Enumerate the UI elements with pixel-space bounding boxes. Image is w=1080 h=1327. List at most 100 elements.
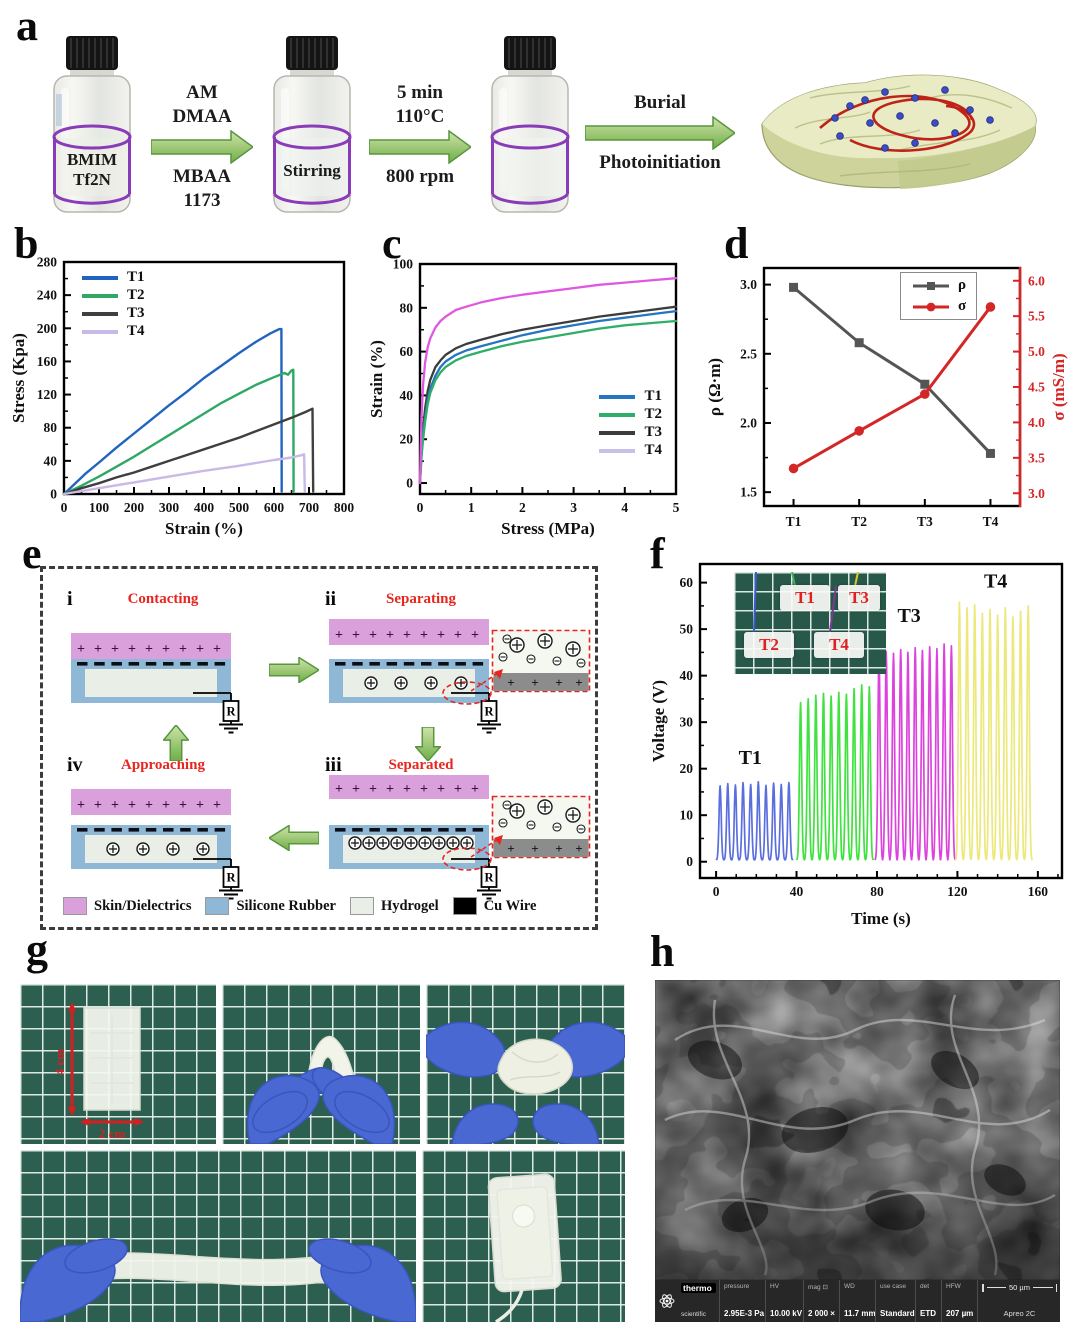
legend-label: T2 <box>127 287 145 303</box>
legend-label: T4 <box>644 442 662 458</box>
y-tick-label: 20 <box>680 761 694 776</box>
meta-value: 2 000 × <box>808 1309 835 1318</box>
cycle-arrow-left-icon <box>269 825 319 851</box>
thermo-logo-icon <box>655 1280 677 1322</box>
y-tick-label: 120 <box>37 387 58 402</box>
minus-charge <box>335 828 346 832</box>
legend-item: σ <box>911 299 966 314</box>
legend-item: T2 <box>597 407 662 422</box>
meta-key: mag ⊡ <box>808 1284 828 1291</box>
electrode-plus: + <box>575 841 582 856</box>
legend-item: T1 <box>597 389 662 404</box>
electrode-plus: + <box>507 675 514 690</box>
electrode-plus: + <box>555 675 562 690</box>
plot-frame <box>762 266 1022 508</box>
electrode-strip <box>493 673 589 691</box>
vial-photo-stirring: Stirring <box>272 36 352 213</box>
zoom-arrow-icon <box>470 838 499 858</box>
meta-value: ETD <box>920 1309 936 1318</box>
meta-value: 207 µm <box>946 1309 974 1318</box>
meta-HFW: HFW 207 µm <box>941 1280 977 1322</box>
right-tick-label: 3.5 <box>1028 450 1045 465</box>
plus-charge: + <box>335 628 343 643</box>
legend-label: T3 <box>644 424 662 440</box>
minus-charge <box>163 828 174 832</box>
minus-charge <box>163 662 174 666</box>
state-numeral: ii <box>325 588 337 610</box>
minus-charge <box>403 662 415 666</box>
y-tick-label: 40 <box>680 668 694 683</box>
teng-diagram-iii: + + + + + + + + + R <box>329 775 501 900</box>
chart-b-legend: T1 T2 T3 T4 <box>80 270 145 339</box>
sigma-marker <box>788 463 799 474</box>
series-T3 <box>62 407 315 496</box>
sigma-marker <box>920 389 930 399</box>
meta-pressure: pressure 2.95E-3 Pa <box>719 1280 765 1322</box>
pulse-train-T4 <box>954 601 1033 861</box>
sample-chip-T4: T4 <box>814 632 864 658</box>
zoom-arrow-icon <box>494 835 503 845</box>
instrument-name: Apreo 2C <box>1003 1309 1036 1318</box>
scale-cap <box>1055 1283 1057 1292</box>
x-tick-label: 5 <box>673 500 680 515</box>
y-tick-label: 80 <box>44 420 58 435</box>
right-tick-label: 5.5 <box>1028 309 1045 324</box>
legend-label: Cu Wire <box>483 897 537 914</box>
x-tick-label: 100 <box>89 500 110 515</box>
twisted-hydrogel <box>497 1038 574 1095</box>
legend-swatch <box>913 281 949 290</box>
minus-charge <box>472 828 484 832</box>
teng-head: i Contacting <box>63 589 263 609</box>
y-tick-label: 60 <box>400 344 414 359</box>
atom-icon <box>662 1293 672 1308</box>
meta-value: Standard <box>880 1309 915 1318</box>
glove <box>246 1067 396 1144</box>
meta-value: 2.95E-3 Pa <box>724 1309 765 1318</box>
chart-b: 0 100 200 300 400 500 600 700 800 0 40 80 120 160 200 2… <box>9 255 354 539</box>
minus-charge <box>386 828 398 832</box>
y-tick-label: 1.5 <box>740 485 757 500</box>
y-axis-label: Stress (Kpa) <box>9 333 28 423</box>
step1-reagent: AM <box>186 82 218 103</box>
legend-swatch <box>82 329 118 334</box>
dim-label-horizontal: 2 cm <box>99 1126 126 1141</box>
minus-charge <box>438 828 449 832</box>
dim-label-vertical: 4 cm <box>52 1049 67 1076</box>
arrow-right-icon <box>585 115 735 150</box>
minus-charge <box>421 828 432 832</box>
plus-charge: + <box>369 782 377 797</box>
legend-label: Hydrogel <box>380 897 439 914</box>
x-tick-label: 500 <box>229 500 250 515</box>
electrode-plus: + <box>531 675 538 690</box>
skin-layer <box>71 633 231 659</box>
plus-charge: + <box>471 782 479 797</box>
skin-layer <box>329 619 489 645</box>
reaction-step-2: 5 min 110°C 800 rpm <box>368 82 472 188</box>
right-tick-label: 3.0 <box>1028 486 1045 501</box>
vial2-label: Stirring <box>283 161 341 180</box>
minus-charge <box>214 662 226 666</box>
minus-charge <box>77 828 88 832</box>
meta-key: HFW <box>946 1283 961 1290</box>
y-tick-label: 3.0 <box>740 277 757 292</box>
hydrogel-render <box>761 74 1037 189</box>
vial-photo-bmim: BMIM Tf2N <box>52 36 132 213</box>
chart-b-container: 0 100 200 300 400 500 600 700 800 0 40 80 120 160 200 2… <box>8 252 356 544</box>
cycle-arrow-up-icon <box>163 725 189 761</box>
zoom-arrow-icon <box>470 835 503 858</box>
minus-charge <box>128 828 140 832</box>
x-tick-label: 3 <box>570 500 577 515</box>
legend-label: T4 <box>127 323 145 339</box>
teng-head: iii Separated <box>321 755 521 775</box>
sample-chip-T3: T3 <box>838 585 880 611</box>
resistor-label: R <box>484 705 494 719</box>
plus-charge: + <box>454 782 462 797</box>
cycle-arrow-right-icon <box>269 657 319 683</box>
legend-item: T1 <box>80 270 145 285</box>
vial-cap <box>66 36 118 70</box>
plus-charge: + <box>420 782 428 797</box>
y-tick-label: 40 <box>400 388 414 403</box>
left-axis-label: ρ (Ω·m) <box>705 358 724 416</box>
legend-swatch <box>349 897 374 915</box>
